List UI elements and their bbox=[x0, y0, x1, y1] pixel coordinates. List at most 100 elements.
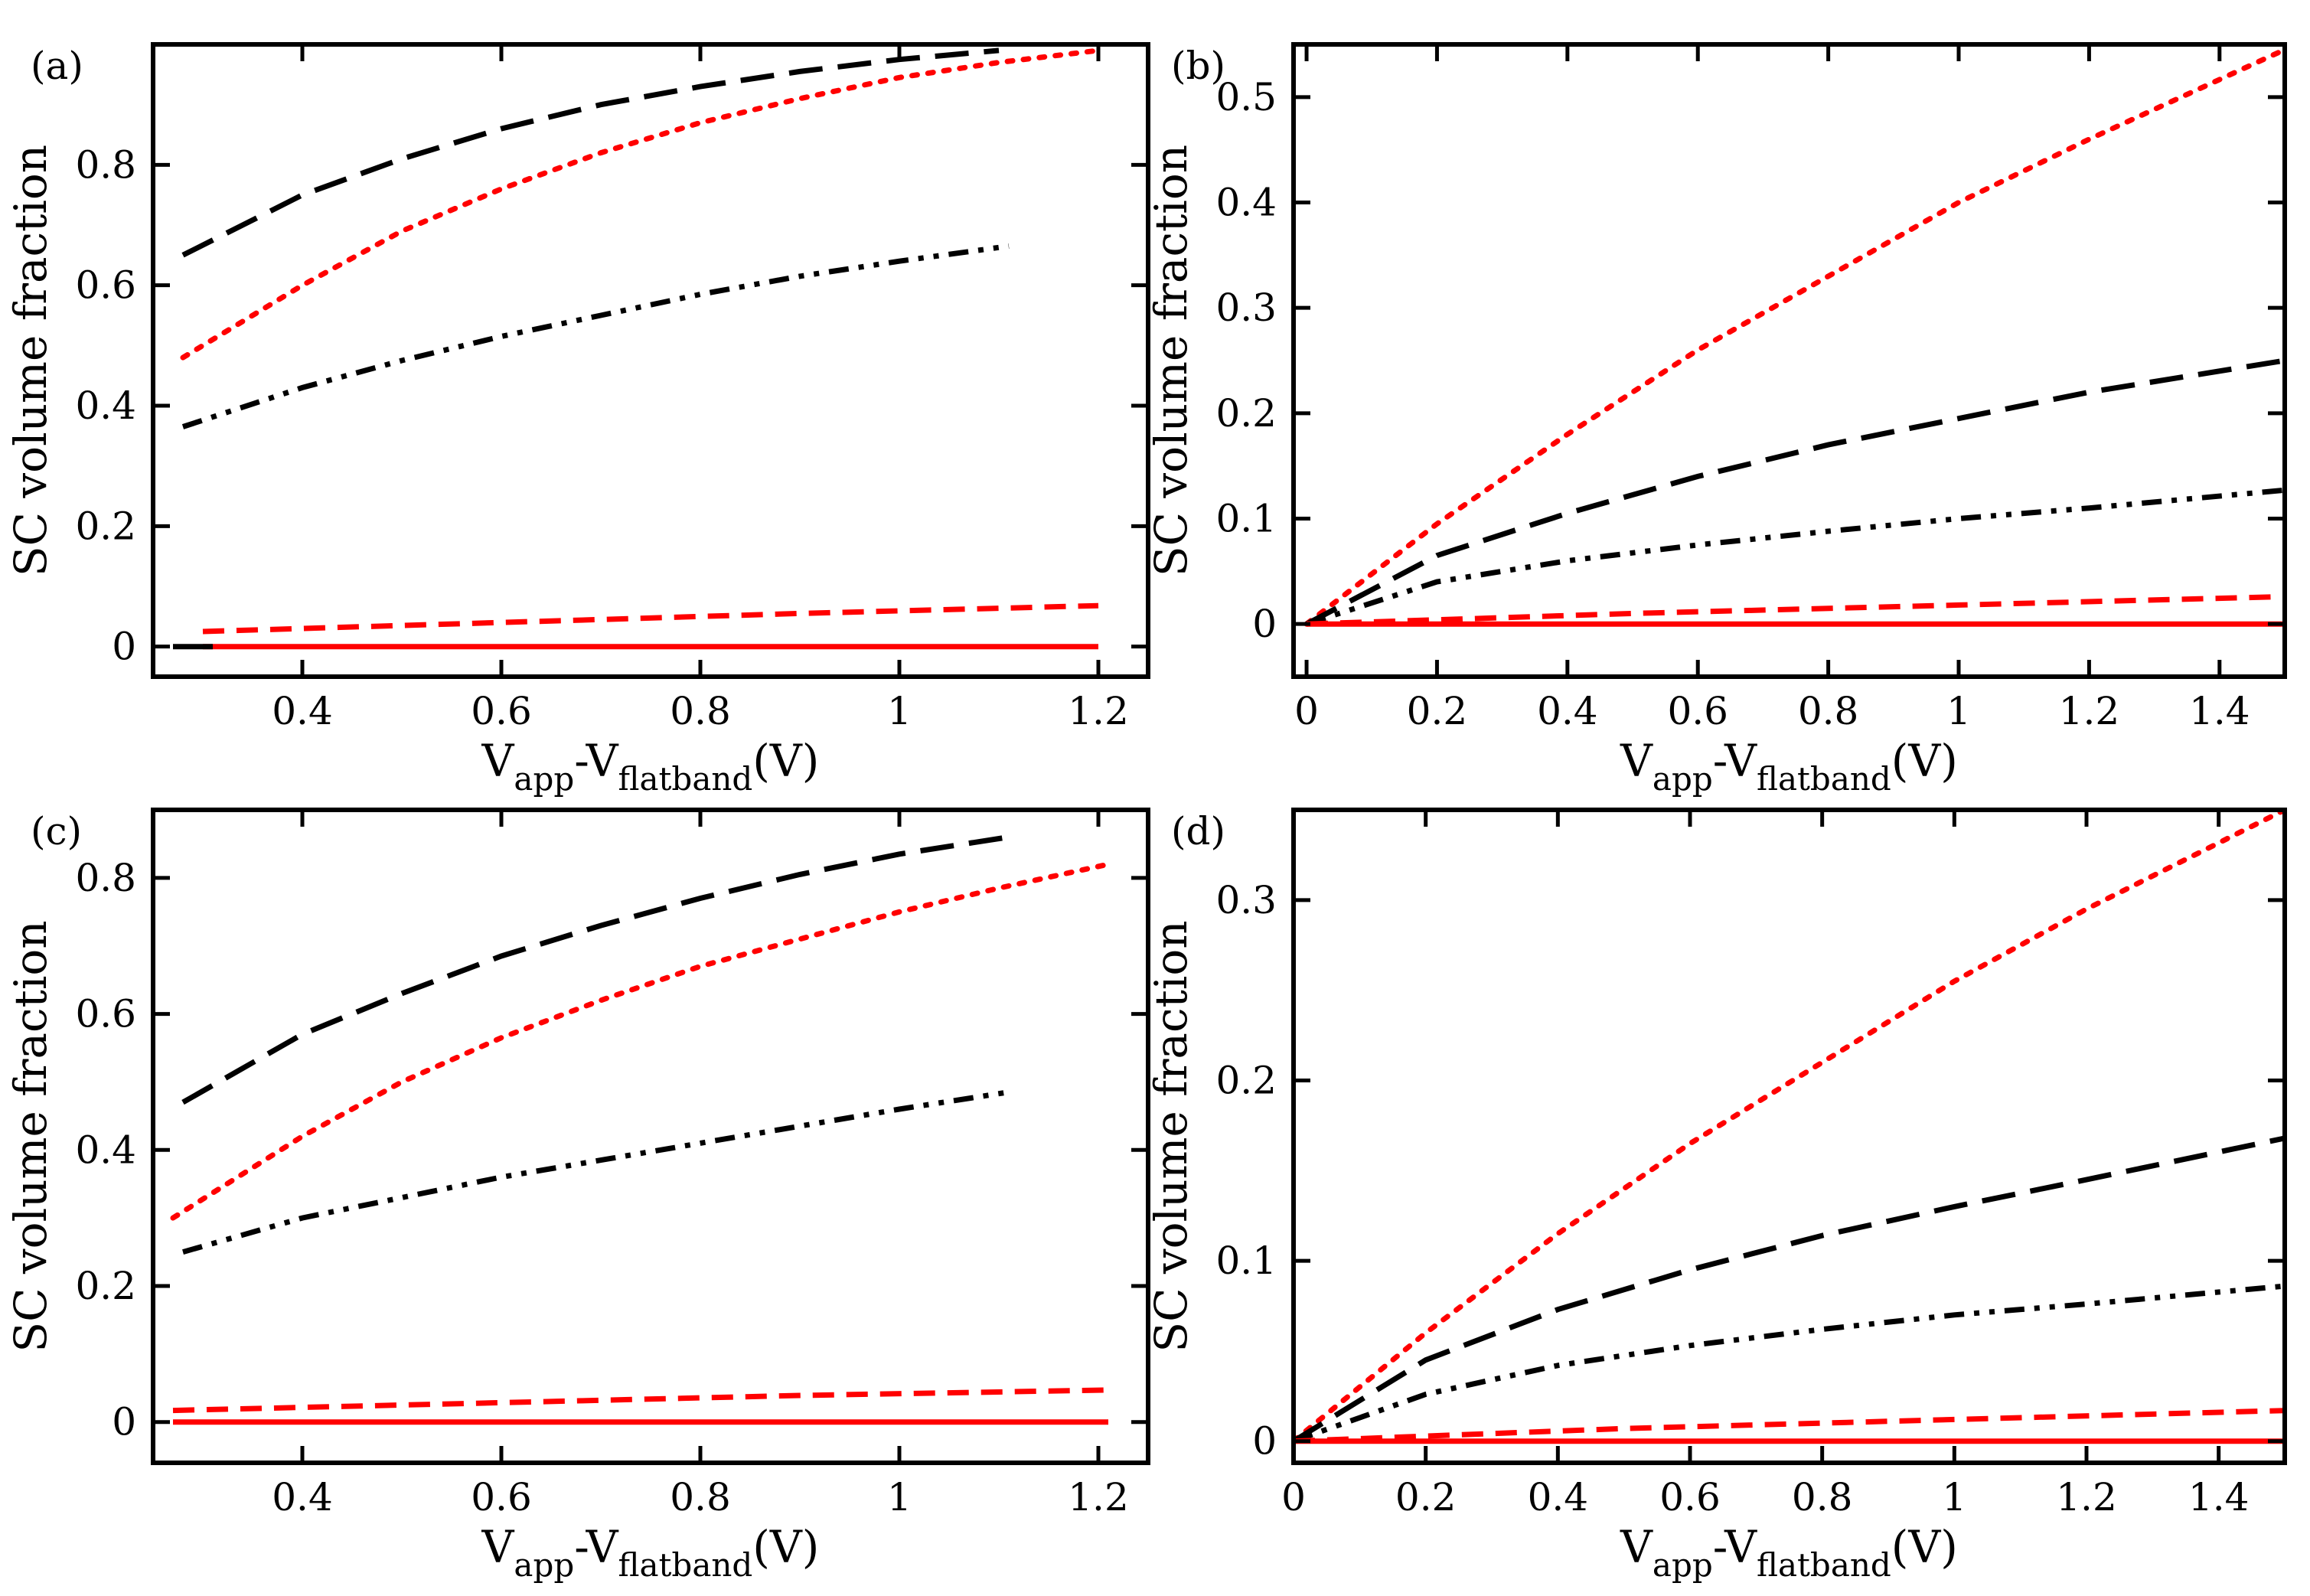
panel-label: (a) bbox=[31, 44, 83, 88]
panel-a: 0.4 0.6 0.8 1 1.2 0 0.2 0.4 0.6 0.8 (a) SC volume f… bbox=[5, 42, 1150, 798]
plot-frame bbox=[151, 42, 1150, 679]
y-tick-label: 0 bbox=[112, 625, 136, 669]
y-tick-label: 0 bbox=[112, 1400, 136, 1444]
x-tick-label: 0.2 bbox=[1395, 1475, 1457, 1519]
y-tick-label: 0.2 bbox=[75, 1264, 136, 1308]
panel-label: (b) bbox=[1171, 44, 1225, 88]
y-axis-title: SC volume fraction bbox=[1145, 920, 1197, 1352]
plot-frame bbox=[151, 808, 1150, 1465]
x-axis-title-part: (V) bbox=[1891, 1521, 1958, 1573]
y-tick-label: 0.4 bbox=[1215, 181, 1277, 225]
x-axis-title-subscript: flatband bbox=[618, 760, 753, 798]
x-axis-title: Vapp-Vflatband(V) bbox=[481, 735, 820, 798]
x-tick-label: 1 bbox=[887, 1475, 912, 1519]
y-tick-label: 0.8 bbox=[75, 142, 136, 187]
x-tick-label: 1.2 bbox=[2059, 689, 2120, 733]
x-tick-label: 0 bbox=[1294, 689, 1319, 733]
plot-frame bbox=[1291, 42, 2287, 679]
x-tick-label: 1.2 bbox=[1068, 689, 1129, 733]
series-black-long-dash bbox=[181, 47, 1000, 258]
x-tick-label: 0.6 bbox=[1667, 689, 1728, 733]
x-axis-title-part: -V bbox=[574, 735, 618, 787]
x-axis-title-subscript: flatband bbox=[1757, 760, 1891, 798]
x-axis-title-part: -V bbox=[1713, 1521, 1757, 1573]
x-tick-label: 0.6 bbox=[471, 1475, 532, 1519]
panel-b: 0 0.2 0.4 0.6 0.8 1 1.2 1.4 0 0.1 0.2 0.3 0.4 0.5(b) S… bbox=[1145, 42, 2287, 798]
y-axis-title: SC volume fraction bbox=[1145, 145, 1197, 576]
series-red-short-dash bbox=[1306, 593, 2285, 627]
series-black-long-dash bbox=[1305, 357, 2285, 627]
y-tick-label: 0.6 bbox=[75, 263, 136, 308]
y-tick-label: 0.1 bbox=[1215, 1239, 1277, 1283]
y-tick-label: 0.3 bbox=[1215, 878, 1277, 922]
x-axis-title-part: V bbox=[1620, 1521, 1653, 1573]
y-tick-label: 0 bbox=[1252, 602, 1277, 646]
y-tick-label: 0.8 bbox=[75, 856, 136, 900]
x-axis-title-part: V bbox=[481, 1521, 515, 1573]
y-tick-label: 0.4 bbox=[75, 1128, 136, 1172]
x-tick-label: 0.4 bbox=[1528, 1475, 1589, 1519]
x-axis-title: Vapp-Vflatband(V) bbox=[1620, 1521, 1958, 1584]
x-tick-label: 0.8 bbox=[1798, 689, 1859, 733]
x-tick-label: 0.8 bbox=[670, 689, 731, 733]
x-axis-title: Vapp-Vflatband(V) bbox=[481, 1521, 820, 1584]
x-axis-title-subscript: app bbox=[1653, 760, 1713, 798]
x-axis-title-part: -V bbox=[574, 1521, 618, 1573]
x-axis-title: Vapp-Vflatband(V) bbox=[1620, 735, 1958, 798]
x-tick-label: 0.2 bbox=[1407, 689, 1468, 733]
series-red-dotted bbox=[1294, 810, 2285, 1444]
series-red-short-dash bbox=[1294, 1408, 2285, 1444]
y-tick-label: 0.3 bbox=[1215, 286, 1277, 330]
x-axis-title-subscript: flatband bbox=[618, 1546, 753, 1584]
x-tick-label: 0.8 bbox=[670, 1475, 731, 1519]
series-black-dash-dot-dot bbox=[1305, 487, 2285, 627]
x-axis-title-subscript: app bbox=[1653, 1546, 1713, 1584]
x-tick-label: 1 bbox=[1946, 689, 1971, 733]
x-tick-label: 0 bbox=[1281, 1475, 1306, 1519]
x-tick-label: 1 bbox=[1942, 1475, 1966, 1519]
y-tick-label: 0.2 bbox=[75, 504, 136, 548]
series-black-long-dash bbox=[181, 834, 1010, 1105]
x-axis-title-part: V bbox=[1620, 735, 1653, 787]
y-tick-label: 0.4 bbox=[75, 383, 136, 428]
series-black-dash-dot-dot bbox=[181, 243, 1010, 429]
x-tick-label: 0.4 bbox=[272, 1475, 333, 1519]
series-red-dotted bbox=[1303, 47, 2285, 627]
x-tick-label: 1.4 bbox=[2189, 689, 2250, 733]
x-tick-label: 1.2 bbox=[1068, 1475, 1129, 1519]
panel-c: 0.4 0.6 0.8 1 1.200.20.40.60.8(c)SC volume f… bbox=[5, 808, 1150, 1584]
series-red-short-dash bbox=[202, 602, 1099, 635]
x-axis-title-subscript: app bbox=[514, 760, 574, 798]
panel-label: (c) bbox=[31, 809, 82, 853]
x-tick-label: 0.4 bbox=[272, 689, 333, 733]
y-axis-title: SC volume fraction bbox=[5, 145, 57, 576]
x-axis-title-subscript: app bbox=[514, 1546, 574, 1584]
x-tick-label: 1.2 bbox=[2056, 1475, 2117, 1519]
y-tick-label: 0 bbox=[1252, 1419, 1277, 1464]
series-black-dash-dot-dot bbox=[182, 1089, 1010, 1255]
panel-d: 0 0.2 0.4 0.6 0.8 1 1.2 1.4 0 0.1 0.2 0.3 (d) SC volu… bbox=[1145, 808, 2287, 1584]
x-axis-title-part: V bbox=[481, 735, 515, 787]
y-tick-label: 0.2 bbox=[1215, 1058, 1277, 1102]
x-axis-title-part: (V) bbox=[752, 1521, 819, 1573]
x-tick-label: 0.6 bbox=[1659, 1475, 1721, 1519]
y-tick-label: 0.2 bbox=[1215, 391, 1277, 436]
x-axis-title-part: (V) bbox=[752, 735, 819, 787]
x-tick-label: 0.8 bbox=[1792, 1475, 1853, 1519]
x-tick-label: 0.4 bbox=[1537, 689, 1598, 733]
x-axis-title-subscript: flatband bbox=[1757, 1546, 1891, 1584]
series-red-dotted bbox=[170, 861, 1111, 1221]
series-red-short-dash bbox=[172, 1387, 1109, 1414]
series-black-long-dash bbox=[1294, 1135, 2285, 1444]
x-tick-label: 1 bbox=[887, 689, 912, 733]
y-tick-label: 0.5 bbox=[1215, 75, 1277, 119]
y-tick-label: 0.6 bbox=[75, 992, 136, 1036]
panel-label: (d) bbox=[1171, 809, 1225, 853]
y-tick-label: 0.1 bbox=[1215, 497, 1277, 541]
series-red-dotted bbox=[180, 47, 1101, 361]
x-tick-label: 0.6 bbox=[471, 689, 532, 733]
x-axis-title-part: (V) bbox=[1891, 735, 1958, 787]
x-axis-title-part: -V bbox=[1713, 735, 1757, 787]
series-black-dash-dot-dot bbox=[1294, 1283, 2285, 1444]
